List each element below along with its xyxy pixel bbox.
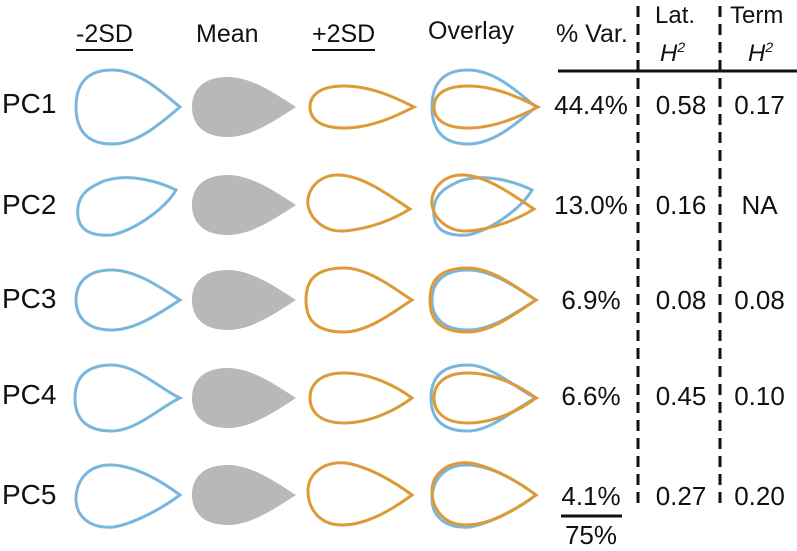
header-lat-h: H: [660, 40, 678, 67]
lat-h2-pc1: 0.58: [655, 90, 707, 120]
header-term-sup: 2: [765, 39, 774, 55]
pc4-overlay-plus: [432, 371, 538, 425]
pc2-plus-outline: [306, 173, 412, 233]
pc1-mean-shape: [192, 77, 296, 137]
header-overlay: Overlay: [428, 17, 515, 45]
lat-h2-pc2: 0.16: [655, 190, 707, 220]
row-label-pc1: PC1: [2, 88, 57, 119]
pc5-minus-outline: [74, 463, 182, 529]
header-pct-var: % Var.: [556, 20, 628, 48]
header-term-h2: H2: [748, 40, 773, 66]
term-h2-pc2: NA: [741, 190, 778, 220]
pc1-plus-outline: [308, 84, 416, 130]
term-h2-pc3: 0.08: [734, 285, 785, 315]
header-mean: Mean: [196, 20, 259, 48]
header-term: Term: [730, 2, 784, 29]
total-pct-var: 75%: [564, 520, 618, 550]
pc1-overlay-plus: [432, 84, 540, 130]
header-term-h: H: [748, 40, 766, 67]
pct-var-pc2: 13.0%: [554, 190, 628, 220]
pc3-overlay-plus: [428, 266, 538, 334]
row-label-pc4: PC4: [2, 379, 57, 410]
term-h2-pc5: 0.20: [734, 481, 785, 511]
pct-var-pc4: 6.6%: [561, 381, 621, 411]
pct-var-pc1: 44.4%: [554, 90, 628, 120]
pc4-minus-outline: [73, 363, 182, 433]
header-plus-2sd: +2SD: [312, 22, 376, 51]
term-h2-pc1: 0.17: [734, 90, 785, 120]
header-minus-2sd: -2SD: [76, 22, 133, 51]
row-label-pc3: PC3: [2, 283, 57, 314]
pct-var-pc5: 4.1%: [561, 481, 621, 511]
row-label-pc5: PC5: [2, 479, 57, 510]
lat-h2-pc5: 0.27: [655, 481, 707, 511]
pc5-mean-shape: [192, 465, 296, 525]
pc5-plus-outline: [306, 461, 414, 527]
pc4-plus-outline: [308, 371, 414, 425]
pc5-overlay-plus: [430, 461, 538, 527]
pc2-mean-shape: [192, 175, 296, 235]
pc3-mean-shape: [192, 270, 296, 330]
pc4-mean-shape: [192, 368, 296, 428]
pct-var-pc3: 6.9%: [561, 285, 621, 315]
pc1-overlay-minus: [430, 68, 538, 146]
header-lat-h2: H2: [660, 40, 685, 66]
row-label-pc2: PC2: [2, 189, 57, 220]
pc3-minus-outline: [74, 268, 182, 332]
term-h2-pc4: 0.10: [734, 381, 785, 411]
lat-h2-pc3: 0.08: [655, 285, 707, 315]
pc2-minus-outline: [76, 176, 178, 237]
lat-h2-pc4: 0.45: [655, 381, 707, 411]
pc1-minus-outline: [74, 68, 182, 146]
pc5-overlay-minus: [430, 463, 538, 529]
pc3-plus-outline: [304, 266, 414, 334]
header-lat: Lat.: [655, 2, 696, 29]
header-lat-sup: 2: [677, 39, 686, 55]
pc3-overlay-minus: [430, 268, 538, 332]
